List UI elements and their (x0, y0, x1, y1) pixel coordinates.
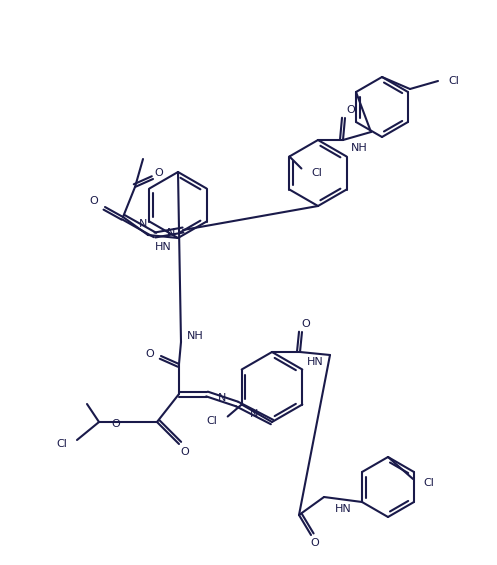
Text: N: N (218, 393, 226, 403)
Text: Cl: Cl (423, 478, 434, 488)
Text: Cl: Cl (312, 167, 322, 177)
Text: O: O (346, 105, 355, 115)
Text: NH: NH (350, 143, 367, 153)
Text: Cl: Cl (207, 415, 218, 425)
Text: O: O (111, 419, 120, 429)
Text: N: N (139, 219, 147, 229)
Text: HN: HN (307, 357, 324, 367)
Text: HN: HN (155, 242, 171, 252)
Text: O: O (145, 349, 154, 359)
Text: O: O (180, 447, 189, 457)
Text: HN: HN (334, 503, 351, 514)
Text: Cl: Cl (448, 76, 459, 86)
Text: Cl: Cl (56, 439, 67, 449)
Text: O: O (89, 196, 98, 206)
Text: O: O (302, 319, 310, 329)
Text: N: N (250, 409, 258, 419)
Text: O: O (155, 168, 164, 178)
Text: NH: NH (187, 331, 203, 341)
Text: N: N (167, 228, 175, 238)
Text: O: O (311, 538, 320, 548)
